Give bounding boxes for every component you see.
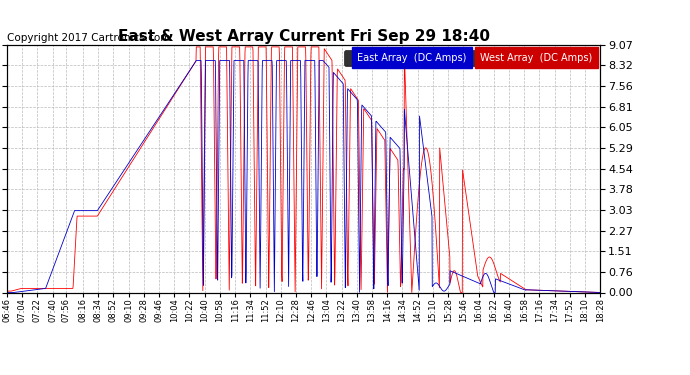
- Title: East & West Array Current Fri Sep 29 18:40: East & West Array Current Fri Sep 29 18:…: [117, 29, 490, 44]
- Legend: East Array  (DC Amps), West Array  (DC Amps): East Array (DC Amps), West Array (DC Amp…: [344, 50, 595, 66]
- Text: Copyright 2017 Cartronics.com: Copyright 2017 Cartronics.com: [7, 33, 170, 42]
